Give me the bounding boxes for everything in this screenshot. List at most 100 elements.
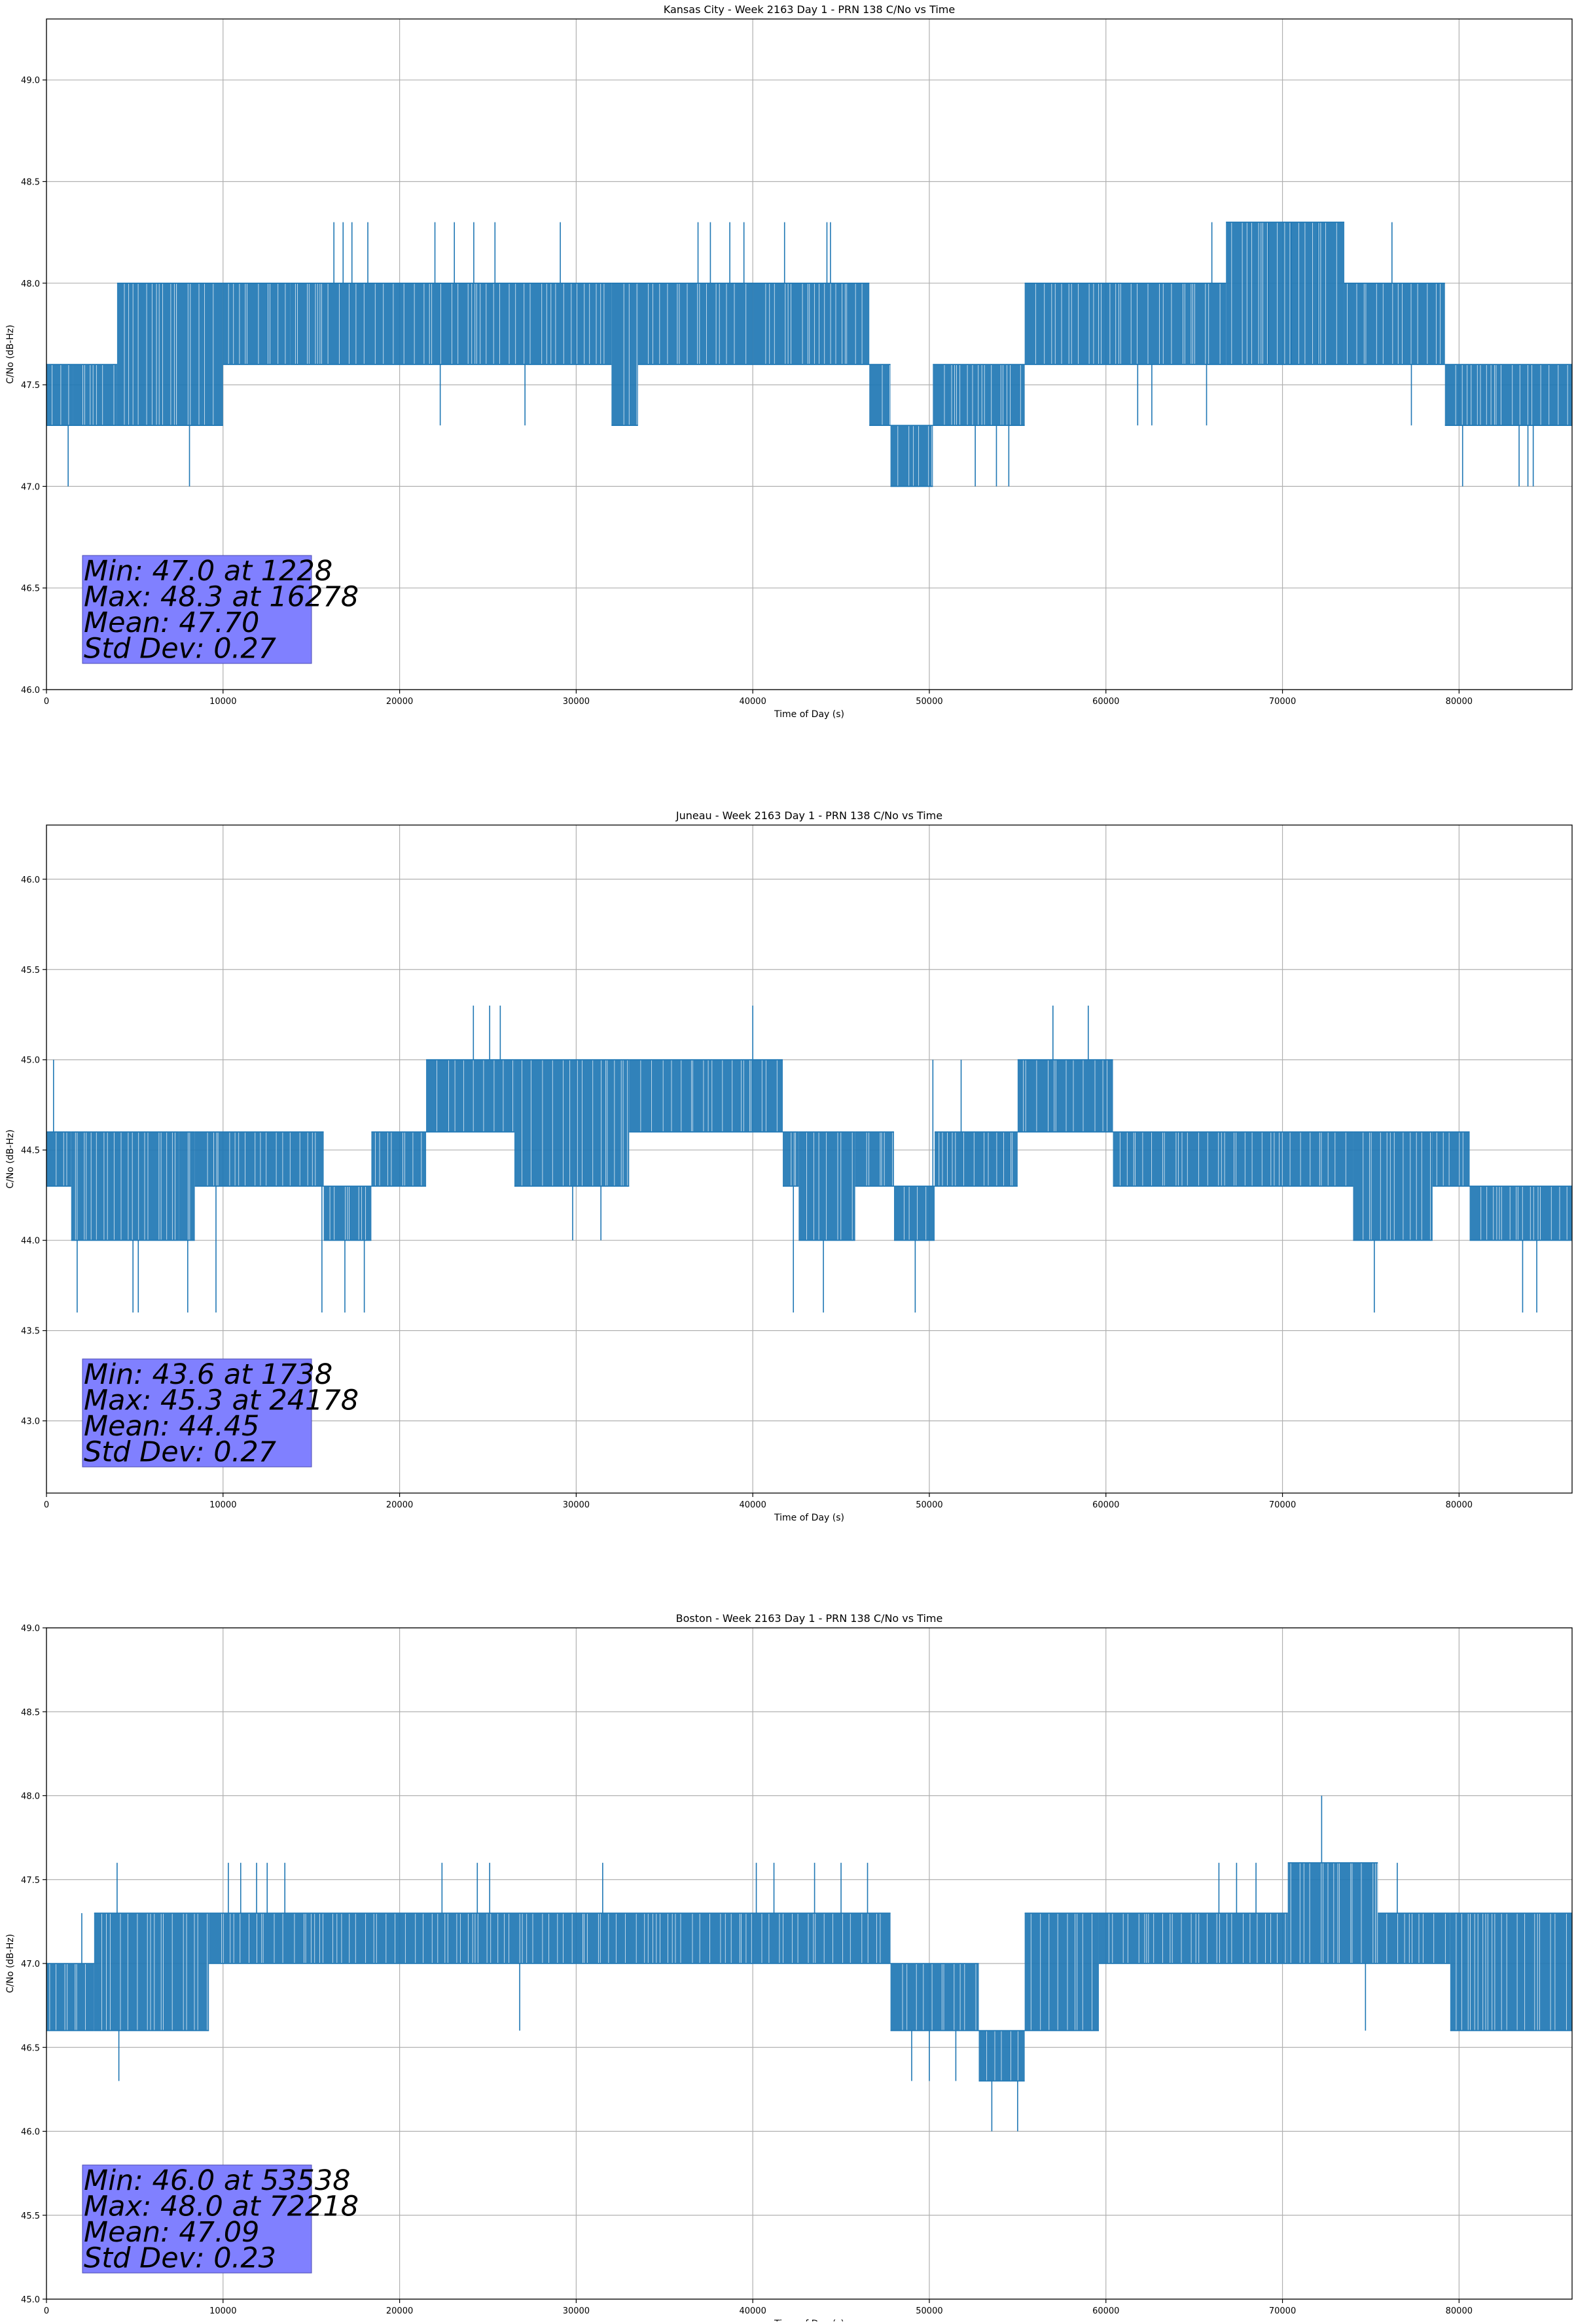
series-line xyxy=(46,1005,1572,1313)
band-gaps-1 xyxy=(75,1133,176,1240)
x-tick-label-2: 20000 xyxy=(386,697,413,707)
band-gaps-15 xyxy=(1023,1060,1107,1132)
band-5 xyxy=(290,283,612,365)
band-gaps-7 xyxy=(521,1060,628,1186)
band-11 xyxy=(933,364,1025,426)
x-tick-label-1: 10000 xyxy=(209,1500,236,1510)
band-gaps-6 xyxy=(623,283,637,425)
band-11 xyxy=(798,1132,855,1241)
band-gaps-16 xyxy=(1119,1133,1346,1186)
stats-line-4: Std Dev: 0.27 xyxy=(84,633,276,665)
band-gaps-9 xyxy=(732,1060,778,1132)
y-axis-label: C/No (dB-Hz) xyxy=(5,1934,16,1993)
y-tick-label-5: 48.5 xyxy=(21,177,40,187)
x-tick-label-6: 60000 xyxy=(1092,2306,1119,2316)
y-tick-label-3: 46.5 xyxy=(21,2043,40,2053)
x-tick-label-1: 10000 xyxy=(209,697,236,707)
x-tick-label-8: 80000 xyxy=(1446,1500,1473,1510)
band-gaps-3 xyxy=(902,1964,976,2030)
x-tick-label-5: 50000 xyxy=(916,697,942,707)
band-10 xyxy=(890,425,933,487)
axes-frame xyxy=(46,18,1573,690)
x-tick-label-4: 40000 xyxy=(739,697,766,707)
y-ticks: 46.0 46.5 47.0 47.5 48.0 48.5 49.0 xyxy=(21,76,46,695)
y-tick-label-2: 47.0 xyxy=(21,482,40,492)
band-8 xyxy=(1378,1913,1450,1963)
x-tick-label-5: 50000 xyxy=(916,2306,942,2316)
x-tick-label-7: 70000 xyxy=(1269,2306,1296,2316)
x-tick-label-7: 70000 xyxy=(1269,1500,1296,1510)
band-gaps-18 xyxy=(1436,1133,1463,1186)
x-tick-label-3: 30000 xyxy=(563,2306,590,2316)
band-3 xyxy=(194,1132,324,1186)
y-tick-label-7: 48.5 xyxy=(21,1708,40,1717)
x-axis-label: Time of Day (s) xyxy=(774,1513,844,1523)
band-12 xyxy=(855,1132,894,1186)
series-line xyxy=(46,1795,1572,2132)
chart-panel-3: 0 10000 20000 30000 40000 50000 60000 70000 8000… xyxy=(5,1612,1573,2324)
band-5 xyxy=(1024,1913,1099,2031)
band-gaps-12 xyxy=(1035,283,1221,364)
band-gaps-17 xyxy=(1363,1133,1431,1240)
y-tick-label-0: 43.0 xyxy=(21,1417,40,1427)
x-tick-label-4: 40000 xyxy=(739,1500,766,1510)
band-gaps-6 xyxy=(1108,1914,1286,1963)
x-tick-label-3: 30000 xyxy=(563,697,590,707)
band-4 xyxy=(223,283,291,365)
band-7 xyxy=(1287,1863,1378,1963)
y-axis-label: C/No (dB-Hz) xyxy=(5,325,16,383)
band-3 xyxy=(890,1963,979,2031)
band-0 xyxy=(46,364,73,426)
stats-line-3: Mean: 47.09 xyxy=(84,2216,259,2249)
band-gaps-2 xyxy=(221,1914,881,1963)
band-gaps-11 xyxy=(806,1133,853,1240)
band-gaps-0 xyxy=(49,1964,86,2030)
y-tick-label-4: 47.0 xyxy=(21,1960,40,1969)
y-tick-label-2: 46.0 xyxy=(21,2128,40,2138)
band-6 xyxy=(1098,1913,1288,1963)
x-axis-label: Time of Day (s) xyxy=(774,2319,844,2321)
band-1 xyxy=(73,364,117,426)
band-gaps-1 xyxy=(101,1914,208,2030)
band-gaps-19 xyxy=(1480,1186,1567,1240)
y-tick-label-1: 45.5 xyxy=(21,2211,40,2221)
band-0 xyxy=(46,1963,94,2031)
band-15 xyxy=(1017,1059,1113,1133)
stats-line-4: Std Dev: 0.23 xyxy=(84,2242,276,2275)
x-axis-label: Time of Day (s) xyxy=(774,709,844,720)
y-tick-label-0: 45.0 xyxy=(21,2295,40,2305)
band-gaps-3 xyxy=(187,283,214,425)
y-tick-label-3: 44.5 xyxy=(21,1146,40,1156)
band-gaps-13 xyxy=(1231,222,1337,364)
band-gaps-14 xyxy=(939,1133,1013,1186)
band-16 xyxy=(1113,1132,1353,1186)
band-gaps-4 xyxy=(986,2031,1018,2081)
band-gaps-10 xyxy=(791,1133,796,1186)
stats-line-3: Mean: 44.45 xyxy=(84,1410,259,1443)
y-tick-label-0: 46.0 xyxy=(21,686,40,695)
x-ticks: 0 10000 20000 30000 40000 50000 60000 70000 8000… xyxy=(44,2299,1473,2316)
band-1 xyxy=(94,1913,209,2031)
stats-box xyxy=(82,555,312,664)
x-tick-label-6: 60000 xyxy=(1092,697,1119,707)
band-9 xyxy=(1450,1913,1572,2031)
band-gaps-12 xyxy=(866,1133,893,1186)
band-7 xyxy=(637,283,753,365)
chart-panel-1: 0 10000 20000 30000 40000 50000 60000 70000 8000… xyxy=(5,3,1573,720)
band-9 xyxy=(725,1059,783,1133)
band-15 xyxy=(1444,364,1572,426)
band-3 xyxy=(177,283,223,426)
band-2 xyxy=(179,1132,195,1241)
band-gaps-5 xyxy=(295,283,605,364)
y-tick-label-3: 47.5 xyxy=(21,381,40,391)
band-gaps-3 xyxy=(207,1133,316,1186)
stats-line-4: Std Dev: 0.27 xyxy=(84,1436,276,1469)
stats-line-2: Max: 48.3 at 16278 xyxy=(84,581,359,614)
band-gaps-5 xyxy=(375,1133,422,1186)
x-tick-label-8: 80000 xyxy=(1446,697,1473,707)
stats-line-1: Min: 47.0 at 1228 xyxy=(84,555,332,588)
y-tick-label-5: 45.5 xyxy=(21,966,40,976)
band-1 xyxy=(71,1132,179,1241)
x-tick-label-0: 0 xyxy=(44,2306,49,2316)
